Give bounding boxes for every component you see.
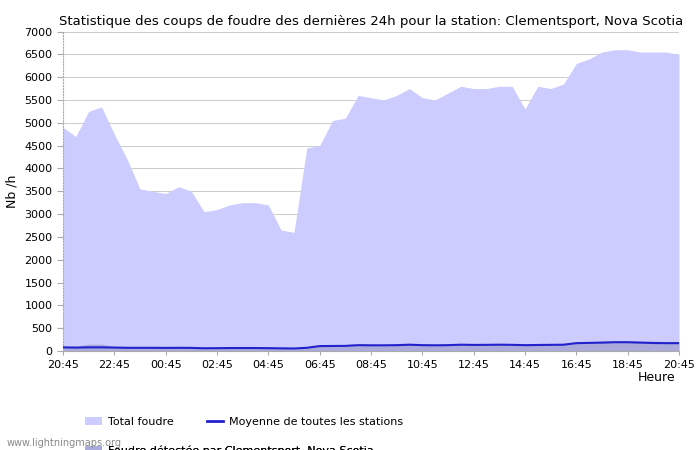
Text: Heure: Heure [638, 371, 676, 384]
Text: www.lightningmaps.org: www.lightningmaps.org [7, 438, 122, 448]
Title: Statistique des coups de foudre des dernières 24h pour la station: Clementsport,: Statistique des coups de foudre des dern… [59, 14, 683, 27]
Legend: Foudre détectée par Clementsport, Nova Scotia: Foudre détectée par Clementsport, Nova S… [81, 441, 378, 450]
Y-axis label: Nb /h: Nb /h [6, 175, 19, 208]
